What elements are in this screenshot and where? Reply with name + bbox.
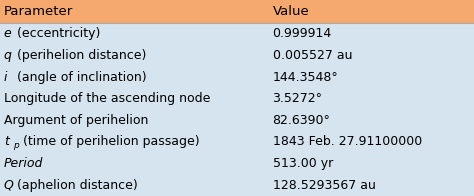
Text: 0.005527 au: 0.005527 au: [273, 49, 352, 62]
Bar: [0, 23, 474, 45]
Text: 144.3548°: 144.3548°: [273, 71, 338, 84]
Bar: [0, 110, 474, 131]
Text: (aphelion distance): (aphelion distance): [13, 179, 137, 192]
Bar: [0, 153, 474, 174]
Text: 1843 Feb. 27.91100000: 1843 Feb. 27.91100000: [273, 135, 422, 149]
Text: Period: Period: [4, 157, 43, 170]
Text: 82.6390°: 82.6390°: [273, 114, 330, 127]
Text: (time of perihelion passage): (time of perihelion passage): [19, 135, 200, 149]
Text: (angle of inclination): (angle of inclination): [13, 71, 146, 84]
Bar: [0, 131, 474, 153]
Text: q: q: [4, 49, 12, 62]
Text: Q: Q: [4, 179, 14, 192]
Text: i: i: [4, 71, 7, 84]
Text: (perihelion distance): (perihelion distance): [13, 49, 146, 62]
Bar: [0, 0, 474, 23]
Text: 128.5293567 au: 128.5293567 au: [273, 179, 375, 192]
Bar: [0, 174, 474, 196]
Text: Value: Value: [273, 5, 310, 18]
Bar: [0, 45, 474, 66]
Text: 0.999914: 0.999914: [273, 27, 332, 40]
Text: Longitude of the ascending node: Longitude of the ascending node: [4, 92, 210, 105]
Text: (eccentricity): (eccentricity): [13, 27, 100, 40]
Bar: [0, 88, 474, 110]
Bar: [0, 66, 474, 88]
Text: e: e: [4, 27, 11, 40]
Text: Parameter: Parameter: [4, 5, 73, 18]
Text: p: p: [13, 141, 18, 150]
Text: 3.5272°: 3.5272°: [273, 92, 322, 105]
Text: t: t: [4, 135, 9, 149]
Text: 513.00 yr: 513.00 yr: [273, 157, 333, 170]
Text: Argument of perihelion: Argument of perihelion: [4, 114, 148, 127]
